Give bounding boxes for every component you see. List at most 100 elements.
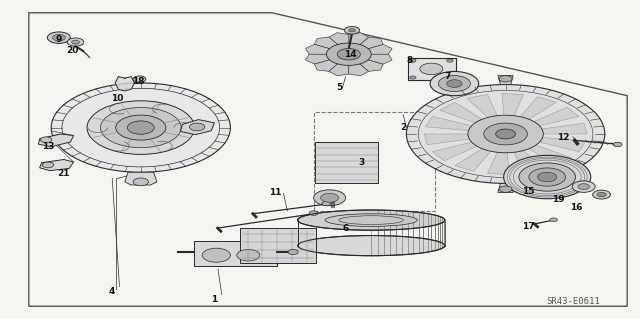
Polygon shape <box>314 54 349 71</box>
Text: 5: 5 <box>336 83 342 92</box>
Circle shape <box>52 34 65 41</box>
Circle shape <box>447 80 462 87</box>
Ellipse shape <box>325 214 417 226</box>
Circle shape <box>321 193 339 202</box>
Circle shape <box>288 249 298 255</box>
Circle shape <box>529 168 566 186</box>
Text: 14: 14 <box>344 50 357 59</box>
Polygon shape <box>498 183 513 192</box>
Polygon shape <box>520 97 556 119</box>
Text: 17: 17 <box>522 222 534 231</box>
Ellipse shape <box>298 210 445 230</box>
Polygon shape <box>540 137 586 152</box>
Circle shape <box>496 129 516 139</box>
Circle shape <box>349 29 355 32</box>
Polygon shape <box>115 77 134 91</box>
Circle shape <box>538 172 557 182</box>
Circle shape <box>519 163 575 191</box>
Circle shape <box>406 85 605 183</box>
Circle shape <box>613 142 622 147</box>
Polygon shape <box>455 149 491 171</box>
Polygon shape <box>305 54 349 64</box>
Circle shape <box>430 71 479 96</box>
Circle shape <box>593 190 611 199</box>
Polygon shape <box>542 123 587 134</box>
Text: 3: 3 <box>358 158 365 167</box>
Circle shape <box>237 249 260 261</box>
Text: 15: 15 <box>522 187 534 196</box>
Circle shape <box>133 178 148 186</box>
Text: 10: 10 <box>111 94 124 103</box>
Polygon shape <box>534 107 579 126</box>
Circle shape <box>127 121 154 134</box>
Polygon shape <box>514 151 544 174</box>
Circle shape <box>468 115 543 153</box>
Text: 20: 20 <box>66 46 79 55</box>
Polygon shape <box>502 93 524 116</box>
Circle shape <box>72 40 79 44</box>
Polygon shape <box>349 33 369 54</box>
Circle shape <box>438 76 470 92</box>
Polygon shape <box>125 172 157 185</box>
Polygon shape <box>432 142 477 161</box>
Circle shape <box>420 63 443 75</box>
Polygon shape <box>498 76 513 85</box>
Polygon shape <box>349 44 392 54</box>
Circle shape <box>499 76 512 82</box>
Polygon shape <box>38 134 74 147</box>
Text: 8: 8 <box>406 56 413 65</box>
Circle shape <box>67 38 84 46</box>
Text: 13: 13 <box>42 142 54 151</box>
Polygon shape <box>349 54 383 71</box>
Circle shape <box>447 59 453 62</box>
Polygon shape <box>329 33 349 54</box>
Polygon shape <box>349 54 392 64</box>
Circle shape <box>314 190 346 206</box>
Polygon shape <box>180 120 214 135</box>
Polygon shape <box>529 145 572 166</box>
Circle shape <box>578 184 589 189</box>
Text: 1: 1 <box>211 295 218 304</box>
Bar <box>314 112 435 211</box>
Circle shape <box>597 192 606 197</box>
Circle shape <box>100 108 181 148</box>
Polygon shape <box>426 116 472 130</box>
Text: 11: 11 <box>269 189 282 197</box>
Polygon shape <box>467 94 497 117</box>
Text: 19: 19 <box>552 195 565 204</box>
Circle shape <box>309 211 318 215</box>
Circle shape <box>326 43 371 65</box>
Circle shape <box>447 76 453 79</box>
Text: 18: 18 <box>132 77 145 86</box>
Text: 12: 12 <box>557 133 570 142</box>
Circle shape <box>484 123 527 145</box>
Circle shape <box>322 201 331 206</box>
Circle shape <box>42 162 54 168</box>
Circle shape <box>499 186 512 192</box>
Circle shape <box>550 218 557 222</box>
Text: 4: 4 <box>109 287 115 296</box>
Circle shape <box>116 115 166 140</box>
Bar <box>408 58 456 80</box>
Circle shape <box>344 26 360 34</box>
Bar <box>240 228 316 263</box>
Polygon shape <box>349 54 369 76</box>
Circle shape <box>504 155 591 199</box>
Polygon shape <box>349 37 383 54</box>
Circle shape <box>410 76 416 79</box>
Circle shape <box>410 59 416 62</box>
Circle shape <box>337 48 360 60</box>
Circle shape <box>51 83 230 172</box>
Text: 7: 7 <box>445 72 451 81</box>
Circle shape <box>133 76 146 82</box>
Circle shape <box>202 248 230 262</box>
Circle shape <box>572 181 595 192</box>
Text: 6: 6 <box>342 224 349 233</box>
Polygon shape <box>488 152 509 174</box>
Text: 21: 21 <box>58 169 70 178</box>
Circle shape <box>189 123 205 131</box>
Text: SR43-E0611: SR43-E0611 <box>546 297 600 306</box>
Polygon shape <box>40 160 74 171</box>
Polygon shape <box>305 44 349 54</box>
Circle shape <box>87 101 195 154</box>
